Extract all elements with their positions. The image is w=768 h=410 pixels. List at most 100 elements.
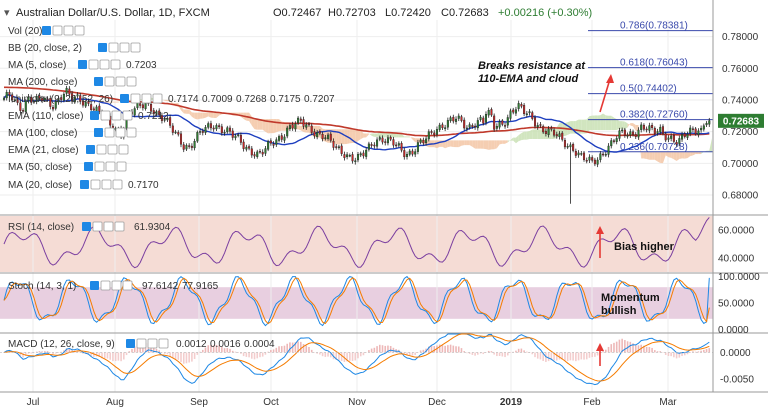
- close-icon: [99, 59, 110, 70]
- settings-icon: [90, 179, 101, 190]
- macd-histogram-bar: [700, 350, 702, 353]
- macd-histogram-bar: [550, 352, 553, 361]
- more-icon: [122, 280, 133, 291]
- stoch-legend-value: 77.9165: [182, 281, 219, 292]
- cloud-segment: [341, 129, 345, 145]
- cloud-segment: [200, 112, 203, 119]
- cloud-segment: [363, 133, 367, 138]
- candle-body: [615, 138, 618, 142]
- eye-icon: [94, 77, 103, 86]
- macd-histogram-bar: [504, 352, 506, 358]
- candle-body: [340, 145, 343, 154]
- candles: [2, 85, 711, 204]
- macd-histogram-bar: [438, 344, 441, 353]
- candle-body: [683, 133, 686, 137]
- cloud-segment: [110, 101, 113, 103]
- cloud-segment: [303, 125, 307, 133]
- macd-histogram-bar: [123, 352, 125, 360]
- macd-histogram-bar: [158, 350, 161, 353]
- macd-histogram-bar: [63, 350, 65, 353]
- cloud-segment: [502, 140, 506, 144]
- macd-histogram-bar: [218, 345, 220, 353]
- candle-body: [599, 153, 602, 160]
- candle-body: [258, 150, 261, 153]
- macd-histogram-bar: [675, 352, 678, 359]
- candle-body: [275, 139, 278, 145]
- more-icon: [152, 93, 163, 104]
- macd-histogram-bar: [673, 352, 675, 358]
- cloud-segment: [589, 115, 593, 131]
- more-icon: [74, 25, 85, 36]
- macd-histogram-bar: [694, 351, 697, 353]
- macd-histogram-bar: [387, 345, 389, 353]
- close-icon: [101, 179, 112, 190]
- collapse-arrow-icon[interactable]: ▾: [4, 7, 10, 19]
- cloud-segment: [181, 106, 184, 114]
- macd-histogram-bar: [403, 352, 406, 355]
- candle-body: [670, 135, 673, 139]
- macd-histogram-bar: [613, 342, 615, 353]
- candle-body: [286, 127, 289, 137]
- more-icon: [130, 42, 141, 53]
- candle-body: [248, 146, 251, 149]
- macd-histogram-bar: [686, 352, 689, 355]
- macd-histogram-bar: [553, 352, 555, 361]
- cloud-segment: [202, 112, 206, 119]
- stoch-tick-label: 0.0000: [718, 325, 749, 336]
- candle-body: [471, 125, 474, 128]
- candle-body: [356, 154, 360, 161]
- candle-body: [57, 98, 60, 103]
- macd-histogram-bar: [120, 352, 122, 362]
- macd-histogram-bar: [512, 351, 515, 353]
- cloud-segment: [336, 129, 339, 145]
- settings-icon: [92, 221, 103, 232]
- cloud-segment: [447, 140, 451, 148]
- cloud-segment: [524, 131, 527, 140]
- cloud-segment: [635, 124, 639, 132]
- cloud-segment: [698, 152, 702, 155]
- legend-label: BB (20, close, 2): [8, 43, 82, 54]
- candle-body: [555, 134, 558, 137]
- macd-histogram-bar: [373, 347, 376, 353]
- legend-label: MA (20, close): [8, 180, 72, 191]
- candle-body: [659, 126, 662, 133]
- macd-histogram-bar: [610, 344, 613, 353]
- candle-body: [476, 120, 479, 129]
- macd-histogram-bar: [112, 352, 114, 362]
- cloud-segment: [513, 137, 516, 144]
- macd-histogram-bar: [591, 352, 593, 358]
- candle-body: [98, 105, 101, 112]
- macd-histogram-bar: [624, 340, 626, 353]
- candle-body: [13, 99, 16, 101]
- chart-header: ▾ Australian Dollar/U.S. Dollar, 1D, FXC…: [4, 7, 592, 19]
- stoch-d-line: [3, 277, 710, 325]
- macd-histogram-bar: [166, 352, 169, 355]
- price-tick-label: 0.72000: [722, 127, 759, 138]
- macd-histogram-bar: [240, 352, 242, 354]
- cloud-segment: [401, 134, 405, 138]
- cloud-segment: [461, 140, 465, 146]
- macd-histogram-bar: [539, 352, 542, 360]
- macd-histogram-bar: [242, 352, 245, 357]
- candle-body: [62, 93, 65, 101]
- macd-histogram-bar: [106, 352, 109, 359]
- cloud-segment: [608, 115, 612, 131]
- candle-body: [585, 160, 588, 162]
- macd-histogram-bar: [57, 352, 60, 353]
- candle-body: [629, 131, 632, 136]
- legend-label: MA (5, close): [8, 60, 66, 71]
- candle-body: [316, 132, 319, 138]
- macd-histogram-bar: [408, 352, 411, 356]
- candle-body: [141, 104, 144, 109]
- macd-histogram-bar: [103, 352, 106, 359]
- cloud-segment: [679, 152, 683, 159]
- macd-histogram-bar: [683, 352, 686, 356]
- candle-body: [484, 114, 488, 123]
- macd-histogram-bar: [362, 352, 365, 356]
- macd-histogram-bar: [428, 346, 430, 353]
- macd-histogram-bar: [27, 352, 30, 354]
- candle-body: [332, 141, 335, 148]
- macd-histogram-bar: [389, 345, 392, 353]
- cloud-segment: [485, 140, 489, 150]
